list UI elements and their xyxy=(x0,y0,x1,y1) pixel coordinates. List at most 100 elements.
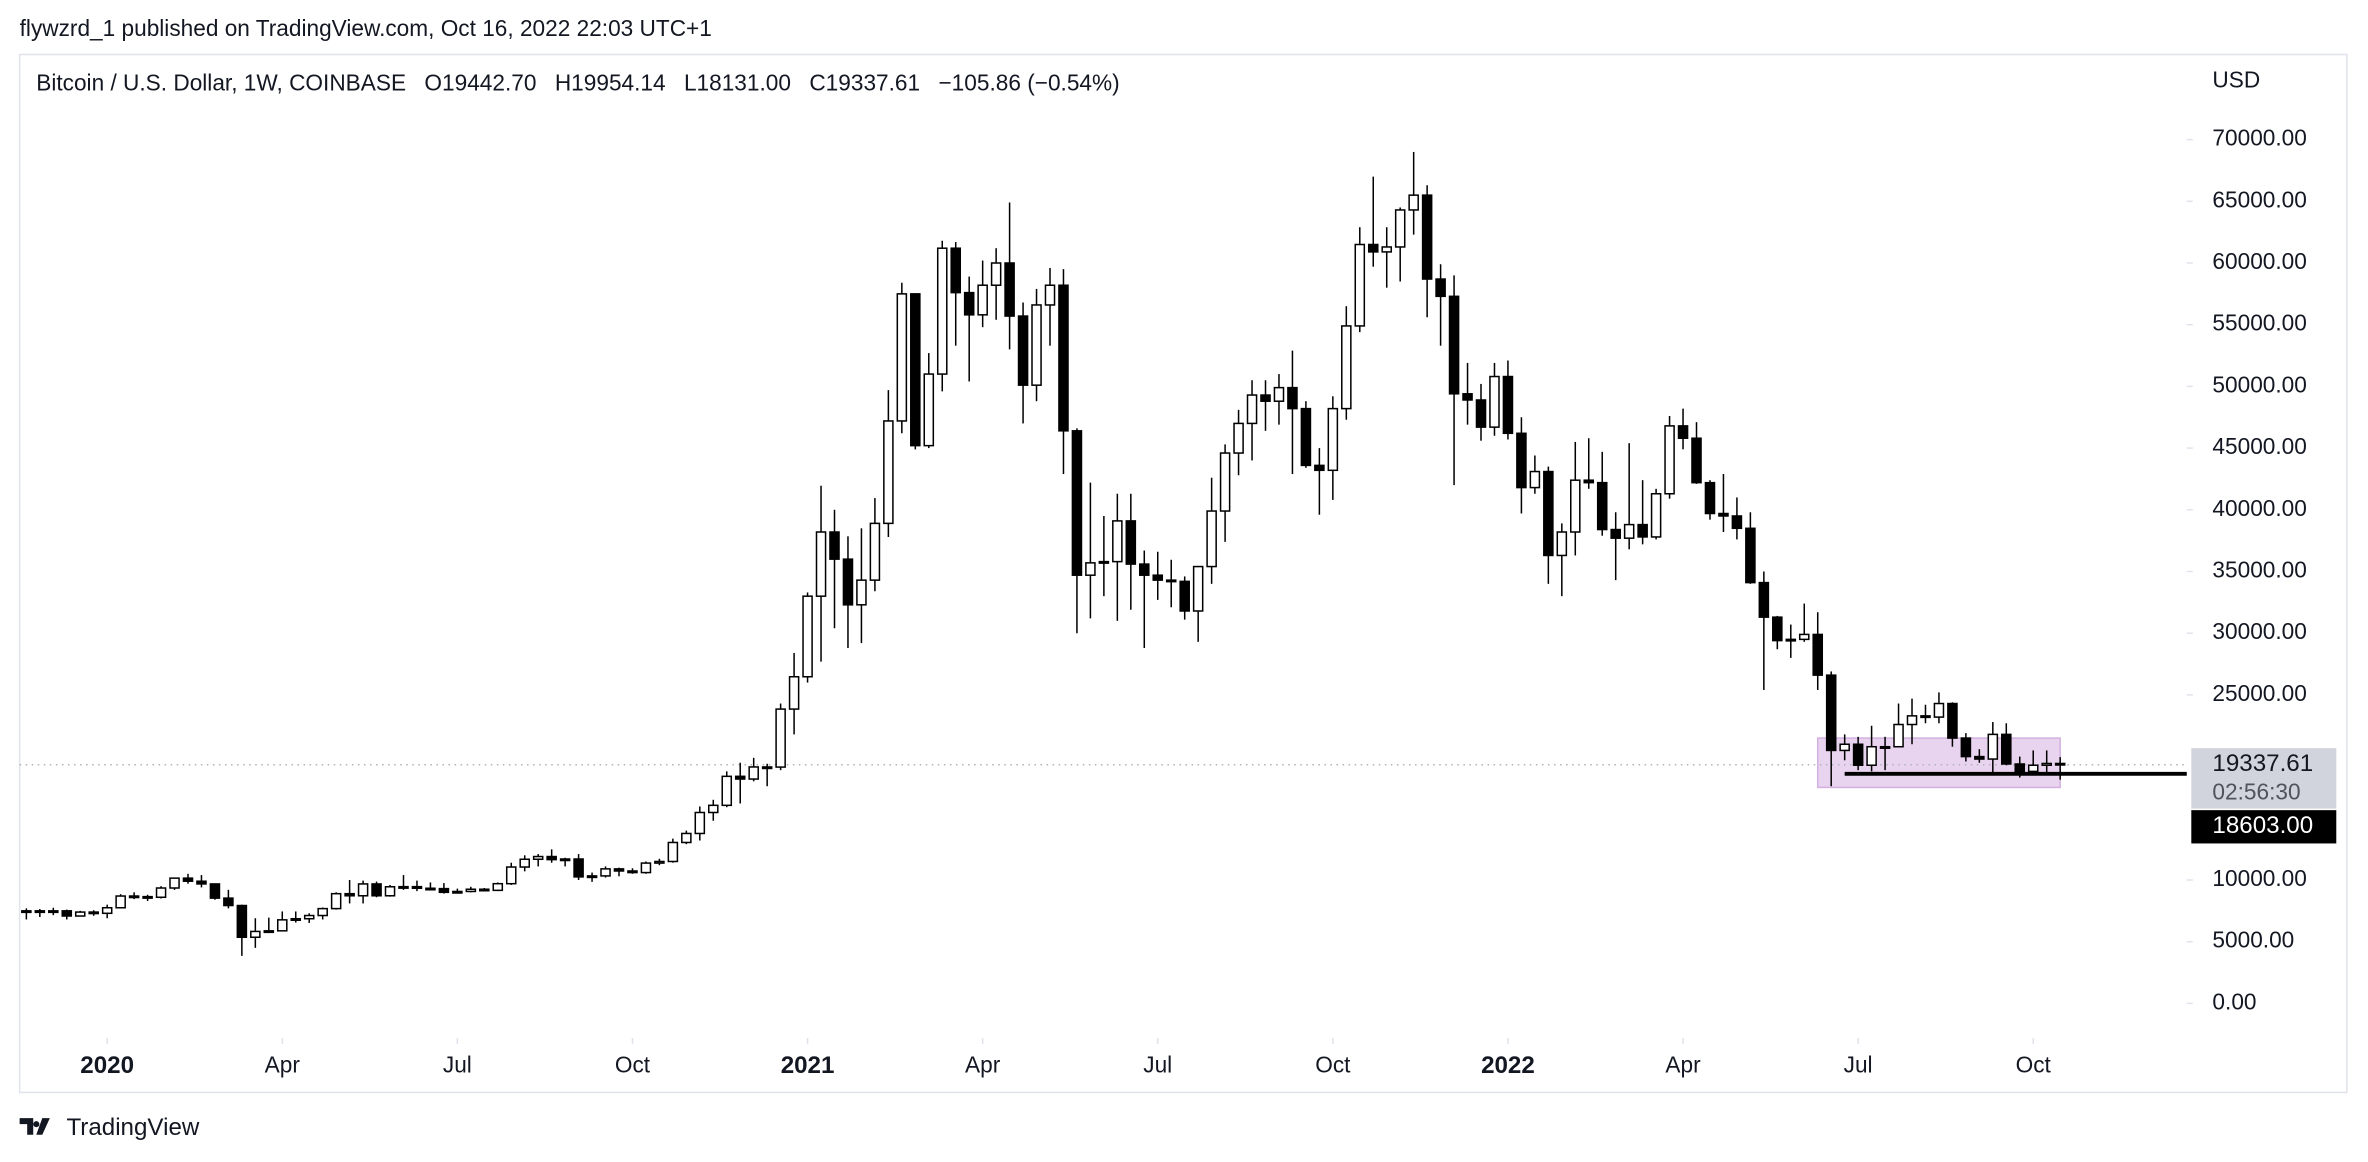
legend: Bitcoin / U.S. Dollar, 1W, COINBASE O194… xyxy=(36,70,1119,96)
candle-body xyxy=(1017,315,1029,386)
candle-body xyxy=(1825,674,1837,752)
candle-body xyxy=(748,766,759,780)
y-tick-label: 60000.00 xyxy=(2212,248,2306,274)
candle-body xyxy=(2041,762,2052,766)
candle-body xyxy=(1179,580,1190,612)
candle-body xyxy=(532,855,544,861)
footer-brand: TradingView xyxy=(66,1114,199,1141)
candle-body xyxy=(640,862,652,874)
x-tick-label: Oct xyxy=(615,1052,651,1078)
candle-body xyxy=(546,855,557,861)
candle-body xyxy=(1718,512,1729,517)
candle-body xyxy=(721,775,733,807)
candle-body xyxy=(990,262,1002,286)
candle-body xyxy=(21,910,32,914)
candle-body xyxy=(883,420,894,525)
y-tick-label: 35000.00 xyxy=(2212,556,2306,582)
candle-body xyxy=(1543,470,1554,557)
candle-body xyxy=(1933,702,1945,718)
x-tick-label: Apr xyxy=(965,1052,1001,1078)
y-tick-label: 50000.00 xyxy=(2212,371,2306,397)
candle-body xyxy=(479,888,490,892)
candle-body xyxy=(1125,520,1137,565)
last-price-label: 19337.61 xyxy=(2212,750,2313,777)
candle-body xyxy=(600,868,611,877)
candle-body xyxy=(910,293,921,447)
candle-body xyxy=(492,882,504,892)
candle-body xyxy=(1475,399,1487,428)
candle-body xyxy=(1920,715,1931,719)
candle-body xyxy=(1758,581,1770,618)
candle-body xyxy=(1435,278,1446,298)
candle-body xyxy=(1947,702,1958,739)
candle-body xyxy=(452,890,463,894)
candle-body xyxy=(761,766,773,770)
candle-body xyxy=(384,886,396,897)
candle-body xyxy=(1691,437,1702,484)
candle-body xyxy=(1394,209,1406,248)
y-tick-label: 70000.00 xyxy=(2212,125,2306,151)
candle-body xyxy=(88,911,99,915)
x-tick-label: Jul xyxy=(443,1052,472,1078)
candle-body xyxy=(1206,510,1217,568)
candle-body xyxy=(101,906,113,915)
candle-body xyxy=(505,866,517,885)
y-tick-label: 45000.00 xyxy=(2212,433,2306,459)
candle-body xyxy=(1879,745,1891,749)
candle-body xyxy=(1798,633,1810,641)
candle-body xyxy=(1031,304,1042,386)
candle-body xyxy=(1502,375,1514,435)
candle-body xyxy=(1906,715,1918,726)
candle-body xyxy=(1610,528,1621,539)
candle-body xyxy=(1138,563,1150,576)
candle-body xyxy=(815,531,827,597)
countdown-label: 02:56:30 xyxy=(2212,778,2300,804)
candle-body xyxy=(681,832,692,844)
x-tick-label: Apr xyxy=(1665,1052,1701,1078)
y-tick-label: 5000.00 xyxy=(2212,927,2294,953)
candle-body xyxy=(276,919,288,932)
candle-body xyxy=(1152,574,1164,581)
y-tick-label: 30000.00 xyxy=(2212,618,2306,644)
candle-body xyxy=(48,910,59,914)
candle-body xyxy=(1367,243,1379,253)
candle-body xyxy=(519,858,531,868)
candle-body xyxy=(61,910,73,917)
candle-body xyxy=(1421,194,1433,280)
candle-body xyxy=(1314,464,1325,472)
candle-body xyxy=(1273,386,1285,402)
candle-body xyxy=(1516,432,1527,489)
x-tick-label: Oct xyxy=(1315,1052,1351,1078)
candle-body xyxy=(2027,764,2039,773)
x-tick-label: Jul xyxy=(1844,1052,1873,1078)
legend-change: −105.86 (−0.54%) xyxy=(938,70,1119,96)
candle-body xyxy=(963,291,975,316)
candle-body xyxy=(1812,633,1824,676)
candle-body xyxy=(425,887,436,891)
candle-body xyxy=(1839,743,1850,752)
candle-body xyxy=(667,841,679,863)
chart-pane xyxy=(18,53,2348,1094)
legend-close: C19337.61 xyxy=(809,70,920,96)
candle-body xyxy=(2001,733,2012,765)
candle-body xyxy=(1866,745,1877,766)
candle-body xyxy=(1219,452,1231,512)
candle-body xyxy=(1731,515,1743,530)
candle-body xyxy=(1960,737,1972,758)
candle-body xyxy=(802,595,813,678)
candle-body xyxy=(2054,762,2066,766)
publish-info: flywzrd_1 published on TradingView.com, … xyxy=(20,15,712,41)
candle-body xyxy=(694,811,706,835)
last-price-box xyxy=(2191,748,2337,809)
x-tick-label: Jul xyxy=(1143,1052,1172,1078)
y-tick-label: 65000.00 xyxy=(2212,186,2306,212)
candle-body xyxy=(775,708,786,768)
candle-body xyxy=(788,675,800,710)
candle-body xyxy=(1772,616,1783,642)
candle-body xyxy=(142,895,153,899)
candle-body xyxy=(236,904,248,938)
candle-body xyxy=(936,247,948,375)
x-tick-label: 2022 xyxy=(1481,1052,1535,1079)
candle-body xyxy=(250,930,261,938)
